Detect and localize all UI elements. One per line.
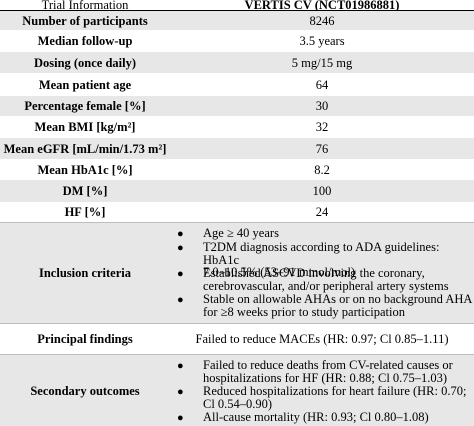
table-row: Mean patient age 64 bbox=[0, 73, 474, 96]
table-row: Mean BMI [kg/m²] 32 bbox=[0, 116, 474, 138]
row-label: Number of participants bbox=[22, 13, 148, 28]
table-row: HF [%] 24 bbox=[0, 202, 474, 222]
row-value: 3.5 years bbox=[299, 34, 345, 48]
row-label: DM [%] bbox=[62, 184, 108, 198]
row-label: Dosing (once daily) bbox=[33, 55, 137, 70]
secondary-outcomes-label: Secondary outcomes bbox=[30, 383, 140, 398]
bullet-icon: ● bbox=[177, 242, 184, 254]
row-value: 8.2 bbox=[314, 162, 330, 177]
list-item-text: Reduced hospitalizations for heart failu… bbox=[203, 384, 467, 411]
list-item-text: T2DM diagnosis according to ADA guidelin… bbox=[203, 240, 440, 280]
list-item-text: Stable on allowable AHAs or on no backgr… bbox=[203, 292, 473, 319]
table-row: Percentage female [%] 30 bbox=[0, 96, 474, 116]
row-value: 5 mg/15 mg bbox=[291, 55, 353, 70]
principal-findings-label: Principal findings bbox=[37, 332, 133, 346]
inclusion-criteria-label: Inclusion criteria bbox=[38, 266, 131, 280]
secondary-outcomes-list: ● Failed to reduce deaths from CV-relate… bbox=[170, 355, 474, 426]
table-row: Dosing (once daily) 5 mg/15 mg bbox=[0, 52, 474, 73]
secondary-outcomes-row: Secondary outcomes ● Failed to reduce de… bbox=[0, 354, 474, 426]
row-value: 32 bbox=[315, 120, 329, 134]
table-row: Number of participants 8246 bbox=[0, 11, 474, 30]
row-label: Mean eGFR [mL/min/1.73 m²] bbox=[3, 141, 167, 156]
inclusion-criteria-list: ● Age ≥ 40 years ● T2DM diagnosis accord… bbox=[170, 223, 474, 323]
row-value: 100 bbox=[312, 184, 332, 198]
principal-findings-value: Failed to reduce MACEs (HR: 0.97; Cl 0.8… bbox=[195, 332, 449, 346]
principal-findings-row: Principal findings Failed to reduce MACE… bbox=[0, 323, 474, 354]
row-label: Mean BMI [kg/m²] bbox=[34, 120, 136, 134]
row-label: Median follow-up bbox=[37, 34, 133, 48]
table-row: Mean HbA1c [%] 8.2 bbox=[0, 159, 474, 180]
row-value: 30 bbox=[315, 99, 329, 113]
table-row: Mean eGFR [mL/min/1.73 m²] 76 bbox=[0, 138, 474, 159]
inclusion-criteria-row: Inclusion criteria ● Age ≥ 40 years ● T2… bbox=[0, 222, 474, 323]
bullet-icon: ● bbox=[177, 268, 184, 280]
header-vertis-cv: VERTIS CV (NCT01986881) bbox=[244, 0, 400, 10]
row-label: Mean patient age bbox=[38, 77, 132, 92]
table-header: Trial Information VERTIS CV (NCT01986881… bbox=[0, 0, 474, 10]
bullet-icon: ● bbox=[177, 294, 184, 306]
row-value: 8246 bbox=[309, 13, 335, 28]
header-rule bbox=[0, 10, 474, 11]
bullet-icon: ● bbox=[177, 228, 184, 240]
row-label: Percentage female [%] bbox=[24, 99, 146, 113]
list-item-text: Failed to reduce deaths from CV-related … bbox=[203, 358, 453, 385]
bullet-icon: ● bbox=[177, 360, 184, 372]
table-row: Median follow-up 3.5 years bbox=[0, 30, 474, 52]
row-label: HF [%] bbox=[64, 205, 106, 219]
row-label: Mean HbA1c [%] bbox=[37, 162, 133, 177]
bullet-icon: ● bbox=[177, 386, 184, 398]
header-trial-information: Trial Information bbox=[41, 0, 129, 10]
bullet-icon: ● bbox=[177, 412, 184, 424]
list-item-text: Age ≥ 40 years bbox=[203, 226, 279, 240]
list-item-text: All-cause mortality (HR: 0.93; Cl 0.80–1… bbox=[203, 410, 429, 424]
row-value: 64 bbox=[315, 77, 329, 92]
row-value: 76 bbox=[315, 141, 329, 156]
list-item-text: Established ASCVD involving the coronary… bbox=[203, 266, 449, 293]
row-value: 24 bbox=[315, 205, 329, 219]
table-row: DM [%] 100 bbox=[0, 180, 474, 202]
